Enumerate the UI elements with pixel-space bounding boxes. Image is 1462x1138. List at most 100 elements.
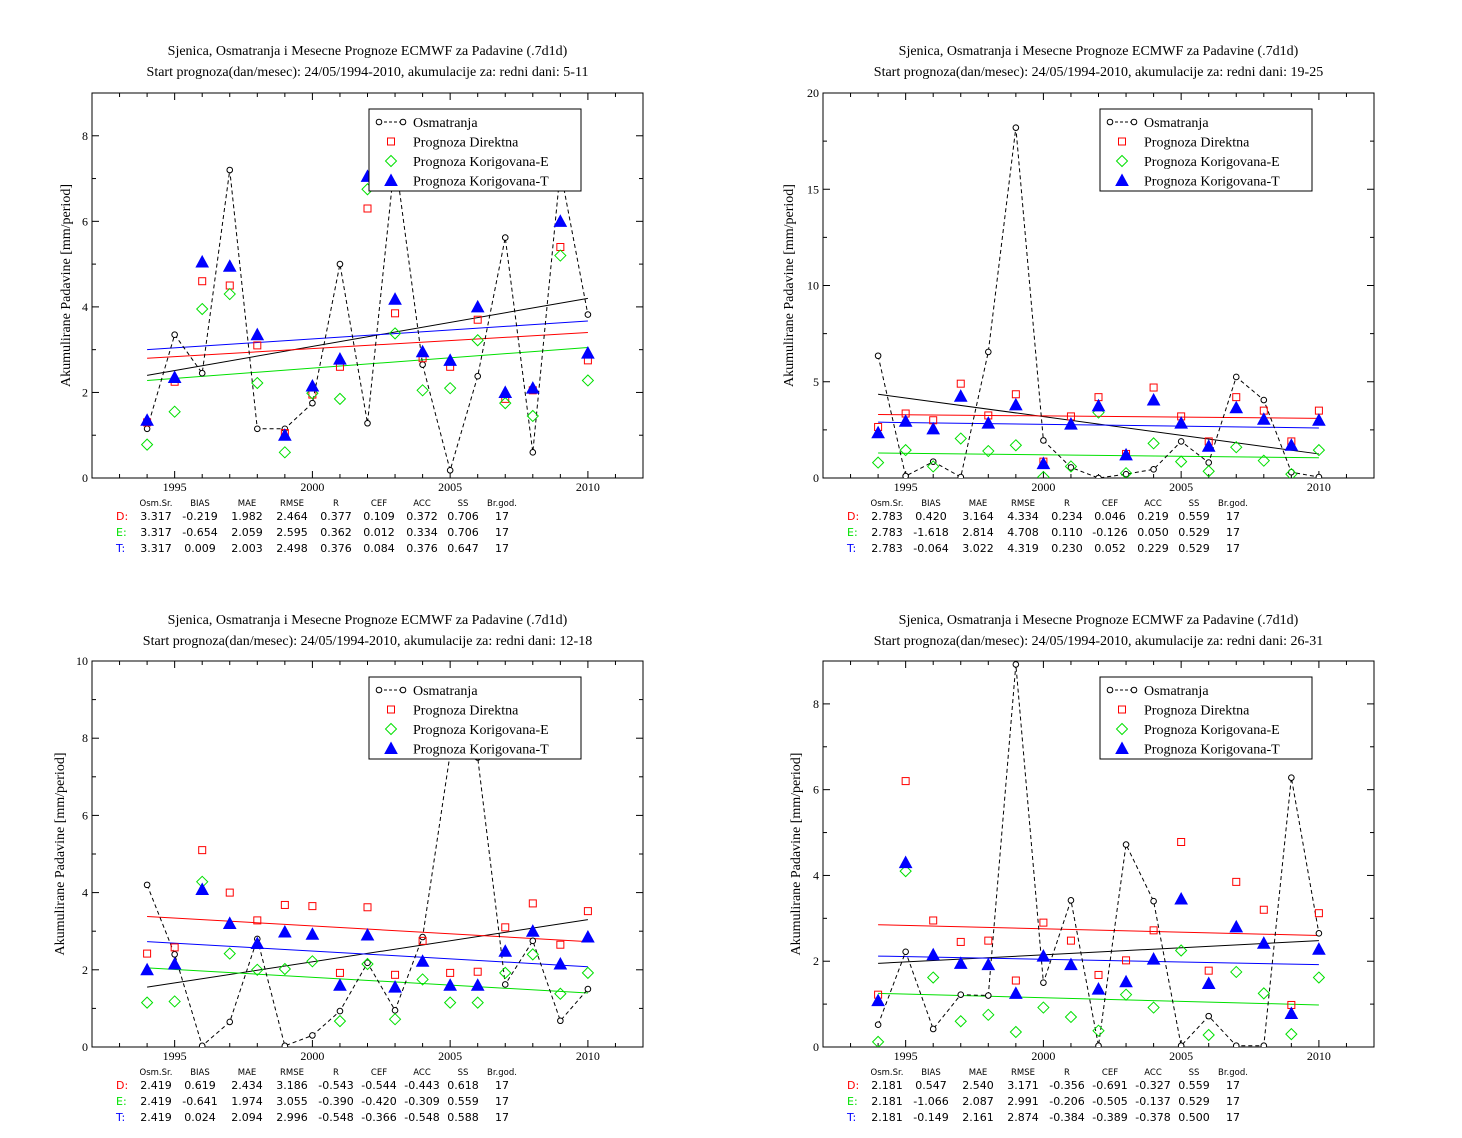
point-obs xyxy=(874,352,882,360)
plot-area xyxy=(871,661,1326,1047)
y-tick-label: 5 xyxy=(813,375,819,389)
chart-subtitle: Start prognoza(dan/mesec): 24/05/1994-20… xyxy=(874,65,1323,80)
point-obs xyxy=(1040,979,1047,986)
stats-header: RMSE xyxy=(1011,1068,1035,1078)
stats-value: -0.389 xyxy=(1092,1111,1127,1124)
stats-value: 0.588 xyxy=(447,1111,479,1124)
point-corr-e xyxy=(1092,1024,1105,1037)
x-tick-label: 2000 xyxy=(300,1049,324,1063)
stats-header: Osm.Sr. xyxy=(140,499,173,509)
point-direct xyxy=(253,916,262,925)
point-obs xyxy=(1288,468,1295,476)
stats-value: 0.110 xyxy=(1051,526,1083,539)
legend-entry-corr-e: Prognoza Korigovana-E xyxy=(1144,723,1280,738)
stats-value: -0.505 xyxy=(1092,1095,1127,1108)
point-corr-e xyxy=(581,966,595,980)
point-corr-e xyxy=(443,381,457,395)
stats-header: ACC xyxy=(413,1068,431,1078)
stats-header: Osm.Sr. xyxy=(140,1068,173,1078)
trend-line-obs xyxy=(147,919,588,988)
stats-value: 4.708 xyxy=(1007,526,1039,539)
point-corr-e xyxy=(251,963,264,977)
point-corr-e xyxy=(1202,465,1215,478)
legend-entry-direct: Prognoza Direktna xyxy=(413,136,519,151)
point-obs xyxy=(929,1025,937,1033)
stats-header: CEF xyxy=(371,1068,387,1078)
stats-value: -0.544 xyxy=(361,1079,396,1092)
stats-value: 2.161 xyxy=(962,1111,994,1124)
stats-value: 17 xyxy=(495,542,509,555)
stats-value: 17 xyxy=(495,1111,509,1124)
x-tick-label: 2010 xyxy=(1307,480,1331,494)
point-direct xyxy=(1232,877,1241,886)
stats-row-label: E: xyxy=(847,526,858,539)
point-corr-e xyxy=(954,1015,967,1028)
y-tick-label: 2 xyxy=(82,385,88,399)
point-corr-t xyxy=(871,425,885,439)
stats-value: 1.974 xyxy=(231,1095,263,1108)
stats-value: 3.186 xyxy=(276,1079,308,1092)
stats-value: 2.419 xyxy=(140,1111,172,1124)
stats-value: 2.498 xyxy=(276,542,308,555)
stats-header: CEF xyxy=(371,499,387,509)
legend-marker xyxy=(387,705,395,714)
legend-marker xyxy=(384,722,398,736)
y-tick-label: 0 xyxy=(813,471,819,485)
point-corr-t xyxy=(926,421,941,435)
legend-marker xyxy=(399,118,407,126)
plot-area xyxy=(140,750,595,1047)
x-tick-label: 1995 xyxy=(163,1049,187,1063)
stats-header: BIAS xyxy=(921,499,941,509)
legend-marker xyxy=(399,686,407,694)
legend: Osmatranja Prognoza Direktna Prognoza Kori… xyxy=(368,108,582,192)
point-corr-t xyxy=(981,957,996,971)
stats-value: 3.164 xyxy=(962,510,994,523)
y-tick-label: 6 xyxy=(82,214,88,228)
trend-line-corr-e xyxy=(147,347,588,381)
stats-value: 2.595 xyxy=(276,526,308,539)
point-corr-e xyxy=(871,456,885,469)
stats-table: Osm.Sr. BIAS MAE RMSE R CEF ACC SS Br.god. D: 2.18… xyxy=(846,1068,1248,1124)
stats-value: 0.618 xyxy=(447,1079,479,1092)
point-corr-e xyxy=(333,1014,347,1028)
point-obs xyxy=(198,1042,206,1047)
point-direct xyxy=(1094,970,1103,979)
point-obs xyxy=(1260,396,1268,404)
point-corr-t xyxy=(333,352,347,365)
point-direct xyxy=(198,277,207,286)
point-corr-t xyxy=(1064,957,1078,971)
stats-value: -0.654 xyxy=(182,526,217,539)
stats-value: -0.641 xyxy=(182,1095,217,1108)
stats-value: -0.126 xyxy=(1092,526,1127,539)
point-corr-t xyxy=(140,413,154,426)
stats-value: 3.171 xyxy=(1007,1079,1039,1092)
point-direct xyxy=(143,949,152,958)
stats-value: 17 xyxy=(495,1079,509,1092)
point-obs xyxy=(143,881,151,889)
point-corr-e xyxy=(168,405,181,418)
y-tick-label: 6 xyxy=(82,808,88,822)
trend-line-direct xyxy=(878,924,1319,936)
point-corr-t xyxy=(278,428,292,441)
chart-title: Sjenica, Osmatranja i Mesecne Prognoze E… xyxy=(168,613,568,628)
legend-marker xyxy=(1130,118,1138,126)
point-direct xyxy=(1259,905,1268,914)
point-corr-t xyxy=(1312,413,1326,426)
point-corr-t xyxy=(1119,974,1133,988)
point-corr-t xyxy=(1229,400,1244,414)
point-direct xyxy=(418,936,427,945)
x-tick-label: 1995 xyxy=(894,480,918,494)
point-corr-e xyxy=(982,1008,995,1022)
stats-header: CEF xyxy=(1102,1068,1118,1078)
point-corr-t xyxy=(898,414,913,427)
point-direct xyxy=(363,204,372,213)
point-corr-t xyxy=(1009,986,1023,999)
legend-marker xyxy=(384,173,398,186)
point-direct xyxy=(225,888,234,897)
point-corr-t xyxy=(470,978,485,991)
point-corr-e xyxy=(1312,971,1326,984)
trend-line-corr-t xyxy=(878,421,1319,429)
point-corr-t xyxy=(415,344,430,358)
point-obs xyxy=(336,1007,344,1015)
point-direct xyxy=(473,967,482,976)
